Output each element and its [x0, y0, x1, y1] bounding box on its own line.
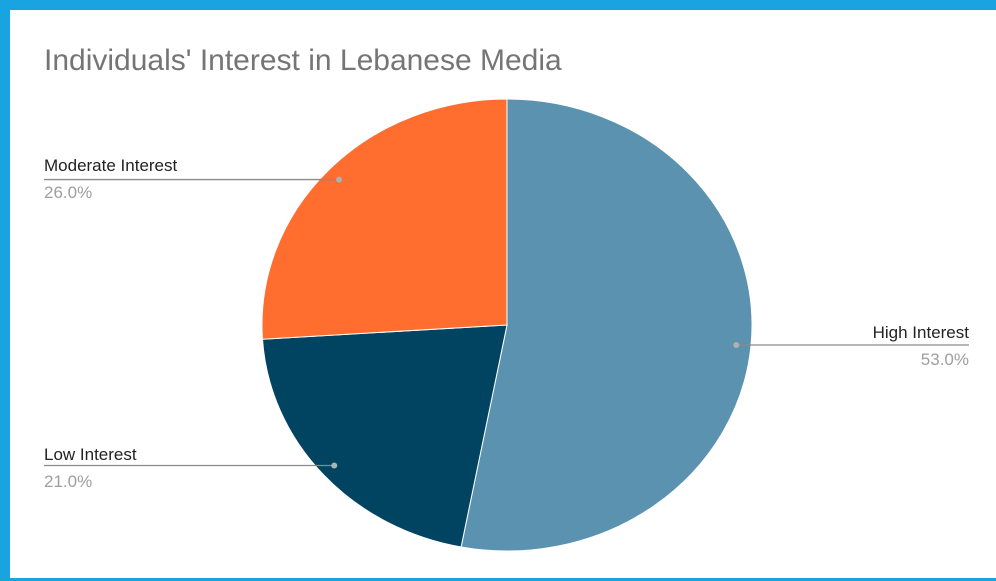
chart-title: Individuals' Interest in Lebanese Media: [44, 44, 562, 77]
pie-slice-moderate-interest: [261, 98, 508, 340]
pie-slice-high-interest: [460, 98, 753, 552]
slice-label-low-interest: Low Interest: [44, 445, 137, 464]
slice-label-moderate-interest: Moderate Interest: [44, 156, 178, 175]
leader-dot-high-interest: [733, 341, 740, 348]
slice-percent-low-interest: 21.0%: [44, 472, 93, 491]
leader-dot-low-interest: [331, 462, 338, 469]
slice-percent-high-interest: 53.0%: [920, 350, 969, 369]
slice-label-high-interest: High Interest: [872, 323, 969, 342]
pie-slice-low-interest: [261, 324, 508, 548]
slice-percent-moderate-interest: 26.0%: [44, 183, 93, 202]
leader-dot-moderate-interest: [336, 176, 343, 183]
